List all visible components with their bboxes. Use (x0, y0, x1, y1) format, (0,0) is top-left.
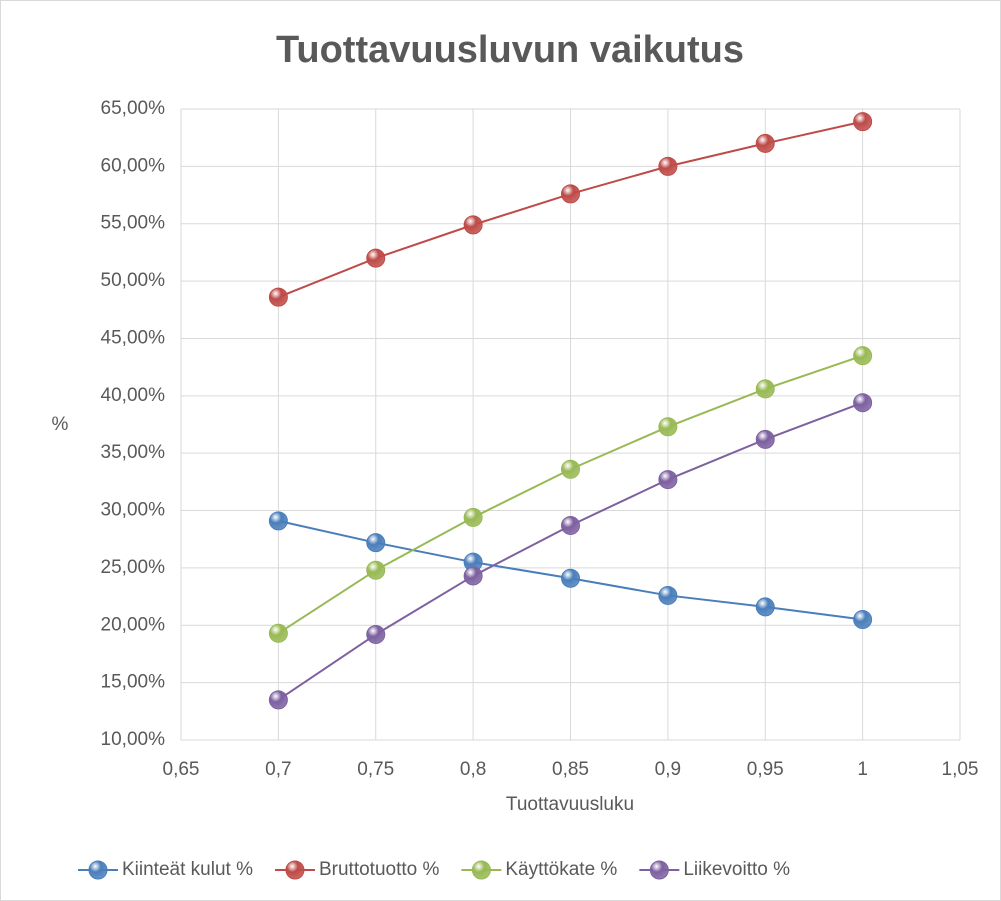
marker (366, 533, 386, 553)
marker (366, 248, 386, 268)
legend-label: Bruttotuotto % (319, 859, 440, 880)
marker (658, 585, 678, 605)
marker (561, 459, 580, 479)
x-axis-label: Tuottavuusluku (506, 794, 634, 815)
x-tick-label: 1 (857, 759, 868, 780)
marker (755, 429, 775, 449)
marker (658, 470, 678, 490)
y-tick-label: 60,00% (101, 155, 166, 176)
marker (755, 597, 775, 617)
x-tick-label: 0,65 (163, 759, 200, 780)
x-tick-label: 0,75 (357, 759, 394, 780)
y-tick-label: 20,00% (101, 614, 166, 635)
y-tick-label: 65,00% (101, 98, 166, 119)
x-tick-label: 0,9 (655, 759, 681, 780)
legend-marker (649, 860, 669, 880)
marker (755, 133, 775, 153)
marker (366, 560, 386, 580)
marker (658, 417, 678, 437)
legend-label: Käyttökate % (505, 859, 617, 880)
marker (853, 610, 873, 630)
y-tick-label: 45,00% (101, 327, 166, 348)
y-tick-label: 10,00% (101, 729, 166, 750)
marker (268, 287, 288, 307)
marker (658, 156, 678, 176)
x-tick-label: 0,8 (460, 759, 486, 780)
marker (853, 393, 873, 413)
x-tick-label: 1,05 (942, 759, 979, 780)
y-tick-label: 40,00% (101, 385, 166, 406)
x-tick-label: 0,7 (265, 759, 291, 780)
y-tick-label: 25,00% (101, 557, 166, 578)
marker (463, 215, 483, 235)
y-tick-label: 35,00% (101, 442, 166, 463)
marker (755, 379, 775, 399)
marker (268, 511, 288, 531)
chart-title: Tuottavuusluvun vaikutus (276, 29, 744, 71)
legend-marker (88, 860, 108, 880)
marker (853, 346, 873, 366)
marker (561, 568, 580, 588)
legend-marker (471, 860, 491, 880)
x-tick-label: 0,95 (747, 759, 784, 780)
y-tick-label: 55,00% (101, 213, 166, 234)
marker (463, 566, 483, 586)
marker (268, 623, 288, 643)
x-tick-label: 0,85 (552, 759, 589, 780)
legend-marker (285, 860, 305, 880)
legend-label: Kiinteät kulut % (122, 859, 253, 880)
marker (366, 624, 386, 644)
y-tick-label: 15,00% (101, 672, 166, 693)
y-tick-label: 50,00% (101, 270, 166, 291)
marker (463, 507, 483, 527)
marker (561, 184, 580, 204)
y-tick-label: 30,00% (101, 500, 166, 521)
marker (853, 112, 873, 132)
y-axis-label: % (52, 414, 69, 435)
marker (268, 690, 288, 710)
marker (561, 515, 580, 535)
legend-label: Liikevoitto % (683, 859, 790, 880)
